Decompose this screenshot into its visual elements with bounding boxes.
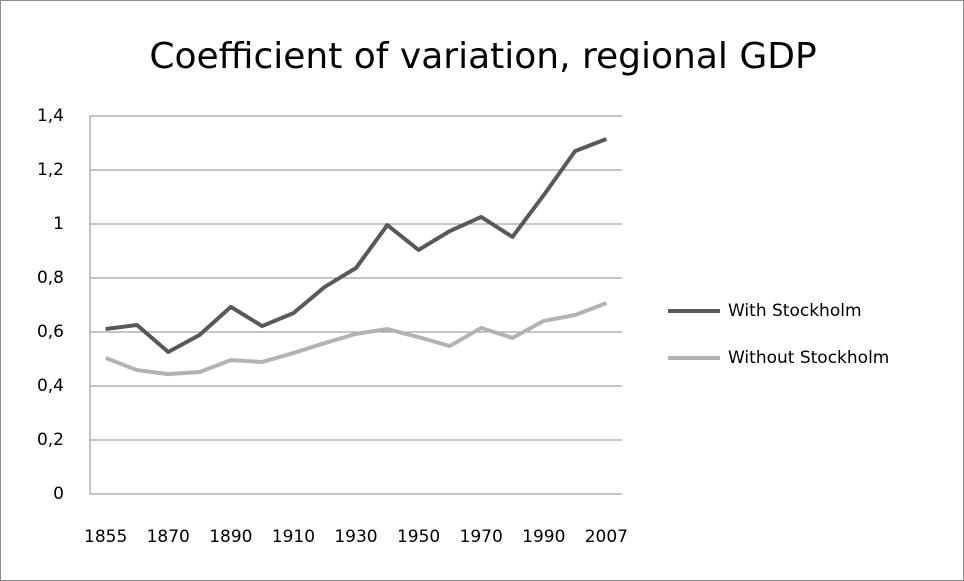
y-tick-label: 0,4: [37, 376, 64, 396]
y-tick-label: 0: [53, 484, 64, 504]
x-tick-label: 1990: [522, 527, 565, 547]
legend-label: Without Stockholm: [728, 348, 889, 368]
x-tick-label: 2007: [585, 527, 628, 547]
x-tick-label: 1890: [209, 527, 252, 547]
y-tick-label: 1,4: [37, 106, 64, 126]
chart-title: Coefficient of variation, regional GDP: [149, 36, 816, 77]
x-tick-label: 1855: [84, 527, 127, 547]
x-tick-label: 1950: [397, 527, 440, 547]
y-tick-label: 1,2: [37, 160, 64, 180]
y-tick-label: 0,2: [37, 430, 64, 450]
y-tick-label: 0,6: [37, 322, 64, 342]
y-tick-label: 1: [53, 214, 64, 234]
x-tick-label: 1870: [147, 527, 190, 547]
x-tick-label: 1970: [460, 527, 503, 547]
legend-label: With Stockholm: [728, 301, 862, 321]
y-tick-label: 0,8: [37, 268, 64, 288]
x-tick-label: 1930: [334, 527, 377, 547]
x-tick-label: 1910: [272, 527, 315, 547]
series-line: [105, 137, 608, 354]
series-line: [104, 301, 608, 377]
